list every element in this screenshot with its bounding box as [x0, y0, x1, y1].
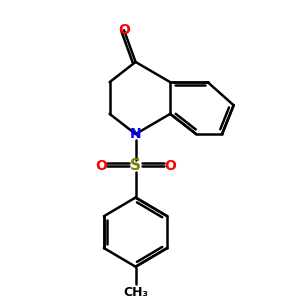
- Text: S: S: [130, 158, 141, 173]
- Text: O: O: [95, 159, 107, 173]
- Text: O: O: [164, 159, 176, 173]
- Text: CH₃: CH₃: [123, 286, 148, 299]
- Text: N: N: [130, 127, 141, 141]
- Text: O: O: [118, 23, 130, 37]
